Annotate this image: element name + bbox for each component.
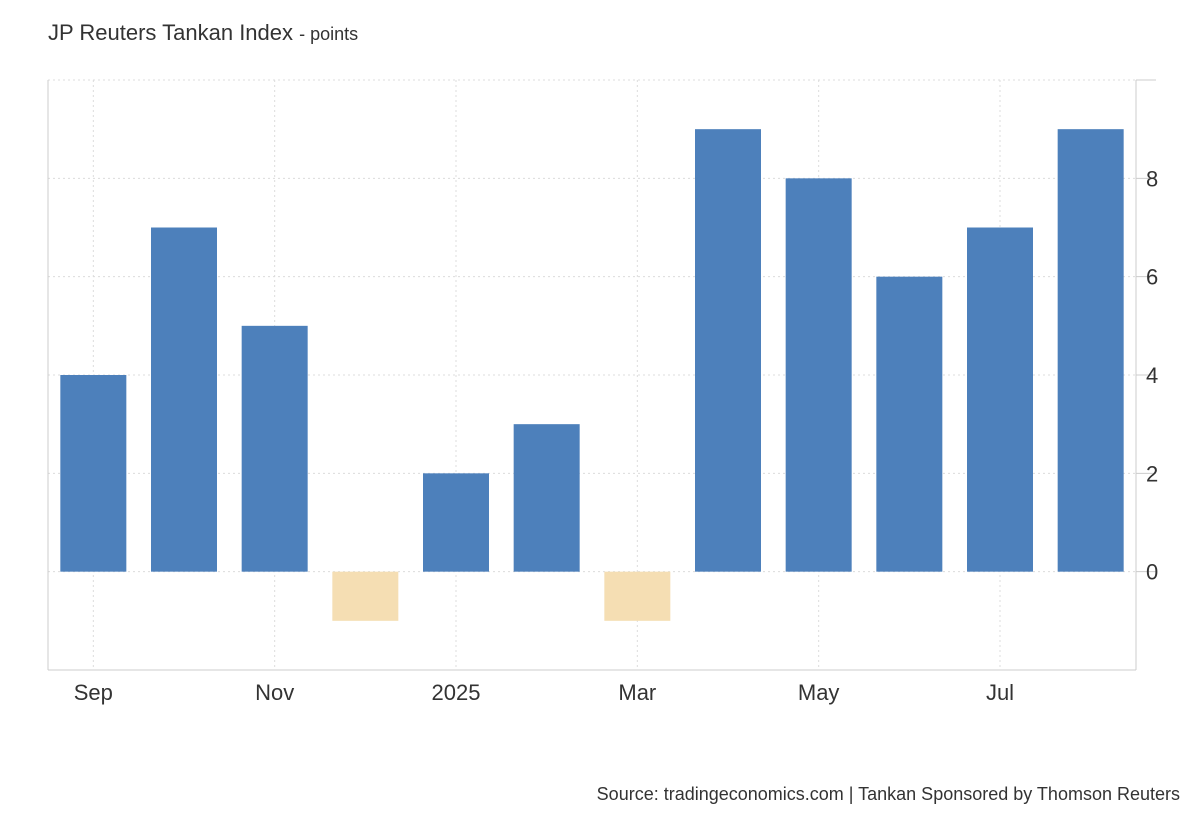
x-tick-label: Jul <box>986 680 1014 705</box>
y-tick-label: 8 <box>1146 166 1158 191</box>
bar-2024-11[interactable] <box>241 325 308 572</box>
label-layer: 0 2 4 6 8 Sep Nov 2025 Mar May Jul <box>74 166 1158 705</box>
bar-2024-12[interactable] <box>332 571 399 621</box>
y-tick-label: 6 <box>1146 265 1158 290</box>
bar-2025-05[interactable] <box>785 178 852 572</box>
chart-unit: - points <box>299 24 359 44</box>
bar-2025-06[interactable] <box>876 276 943 572</box>
bars-layer <box>60 129 1124 621</box>
chart-title: JP Reuters Tankan Index - points <box>48 20 358 46</box>
chart-title-text: JP Reuters Tankan Index <box>48 20 294 45</box>
x-tick-label: Sep <box>74 680 113 705</box>
bar-2025-08[interactable] <box>1057 129 1124 572</box>
bar-2025-03[interactable] <box>604 571 671 621</box>
x-tick-label: Nov <box>255 680 294 705</box>
bar-2025-01[interactable] <box>423 473 489 572</box>
chart-source: Source: tradingeconomics.com | Tankan Sp… <box>596 784 1180 804</box>
chart-unit-text: points <box>310 24 359 44</box>
bar-2025-02[interactable] <box>513 424 580 572</box>
x-tick-label: 2025 <box>432 680 481 705</box>
bar-2024-09[interactable] <box>60 375 127 572</box>
axis-layer <box>47 79 1156 671</box>
y-tick-label: 0 <box>1146 560 1158 585</box>
x-tick-label: May <box>798 680 840 705</box>
y-tick-label: 2 <box>1146 461 1158 486</box>
x-tick-label: Mar <box>618 680 656 705</box>
bar-2025-04[interactable] <box>695 129 761 572</box>
bar-2024-10[interactable] <box>151 227 217 572</box>
bar-2025-07[interactable] <box>967 227 1033 572</box>
y-tick-label: 4 <box>1146 363 1158 388</box>
